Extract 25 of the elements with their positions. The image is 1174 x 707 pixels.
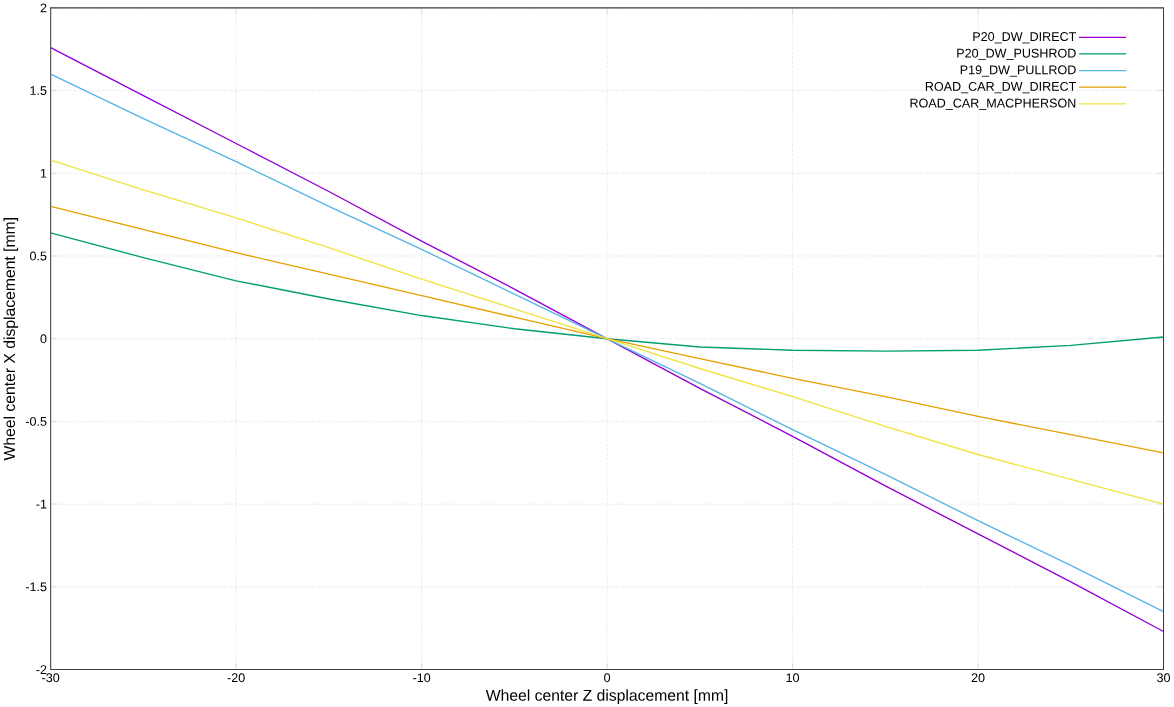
- y-axis-title: Wheel center X displacement [mm]: [3, 217, 19, 461]
- x-tick-label: -30: [42, 673, 60, 682]
- line-series: [50, 159, 1164, 505]
- x-tick-label: 0: [604, 673, 611, 682]
- legend-label: P19_DW_PULLROD: [960, 65, 1076, 77]
- y-tick-label: 0: [40, 334, 47, 343]
- legend-label: ROAD_CAR_DW_DIRECT: [925, 81, 1077, 94]
- y-tick-label: 2: [40, 3, 47, 13]
- y-tick-label: 0.5: [30, 251, 47, 261]
- legend-label: P20_DW_PUSHROD: [957, 48, 1076, 60]
- y-tick-label: -2: [36, 664, 47, 674]
- x-tick-label: -10: [413, 673, 431, 682]
- x-tick-label: 30: [1157, 673, 1171, 682]
- line-series: [50, 231, 1164, 352]
- x-tick-label: 20: [971, 673, 985, 682]
- y-tick-label: 1.5: [30, 85, 47, 95]
- legend-label: ROAD_CAR_MACPHERSON: [910, 98, 1076, 110]
- y-tick-label: -1.5: [25, 582, 47, 591]
- y-tick-label: -1: [36, 499, 47, 509]
- legend-label: P20_DW_DIRECT: [973, 31, 1077, 44]
- x-tick-label: 10: [786, 673, 800, 682]
- y-tick-label: 1: [40, 168, 47, 178]
- x-tick-label: -20: [227, 673, 245, 682]
- x-axis-title: Wheel center Z displacement [mm]: [485, 689, 728, 704]
- y-tick-label: -0.5: [25, 416, 47, 426]
